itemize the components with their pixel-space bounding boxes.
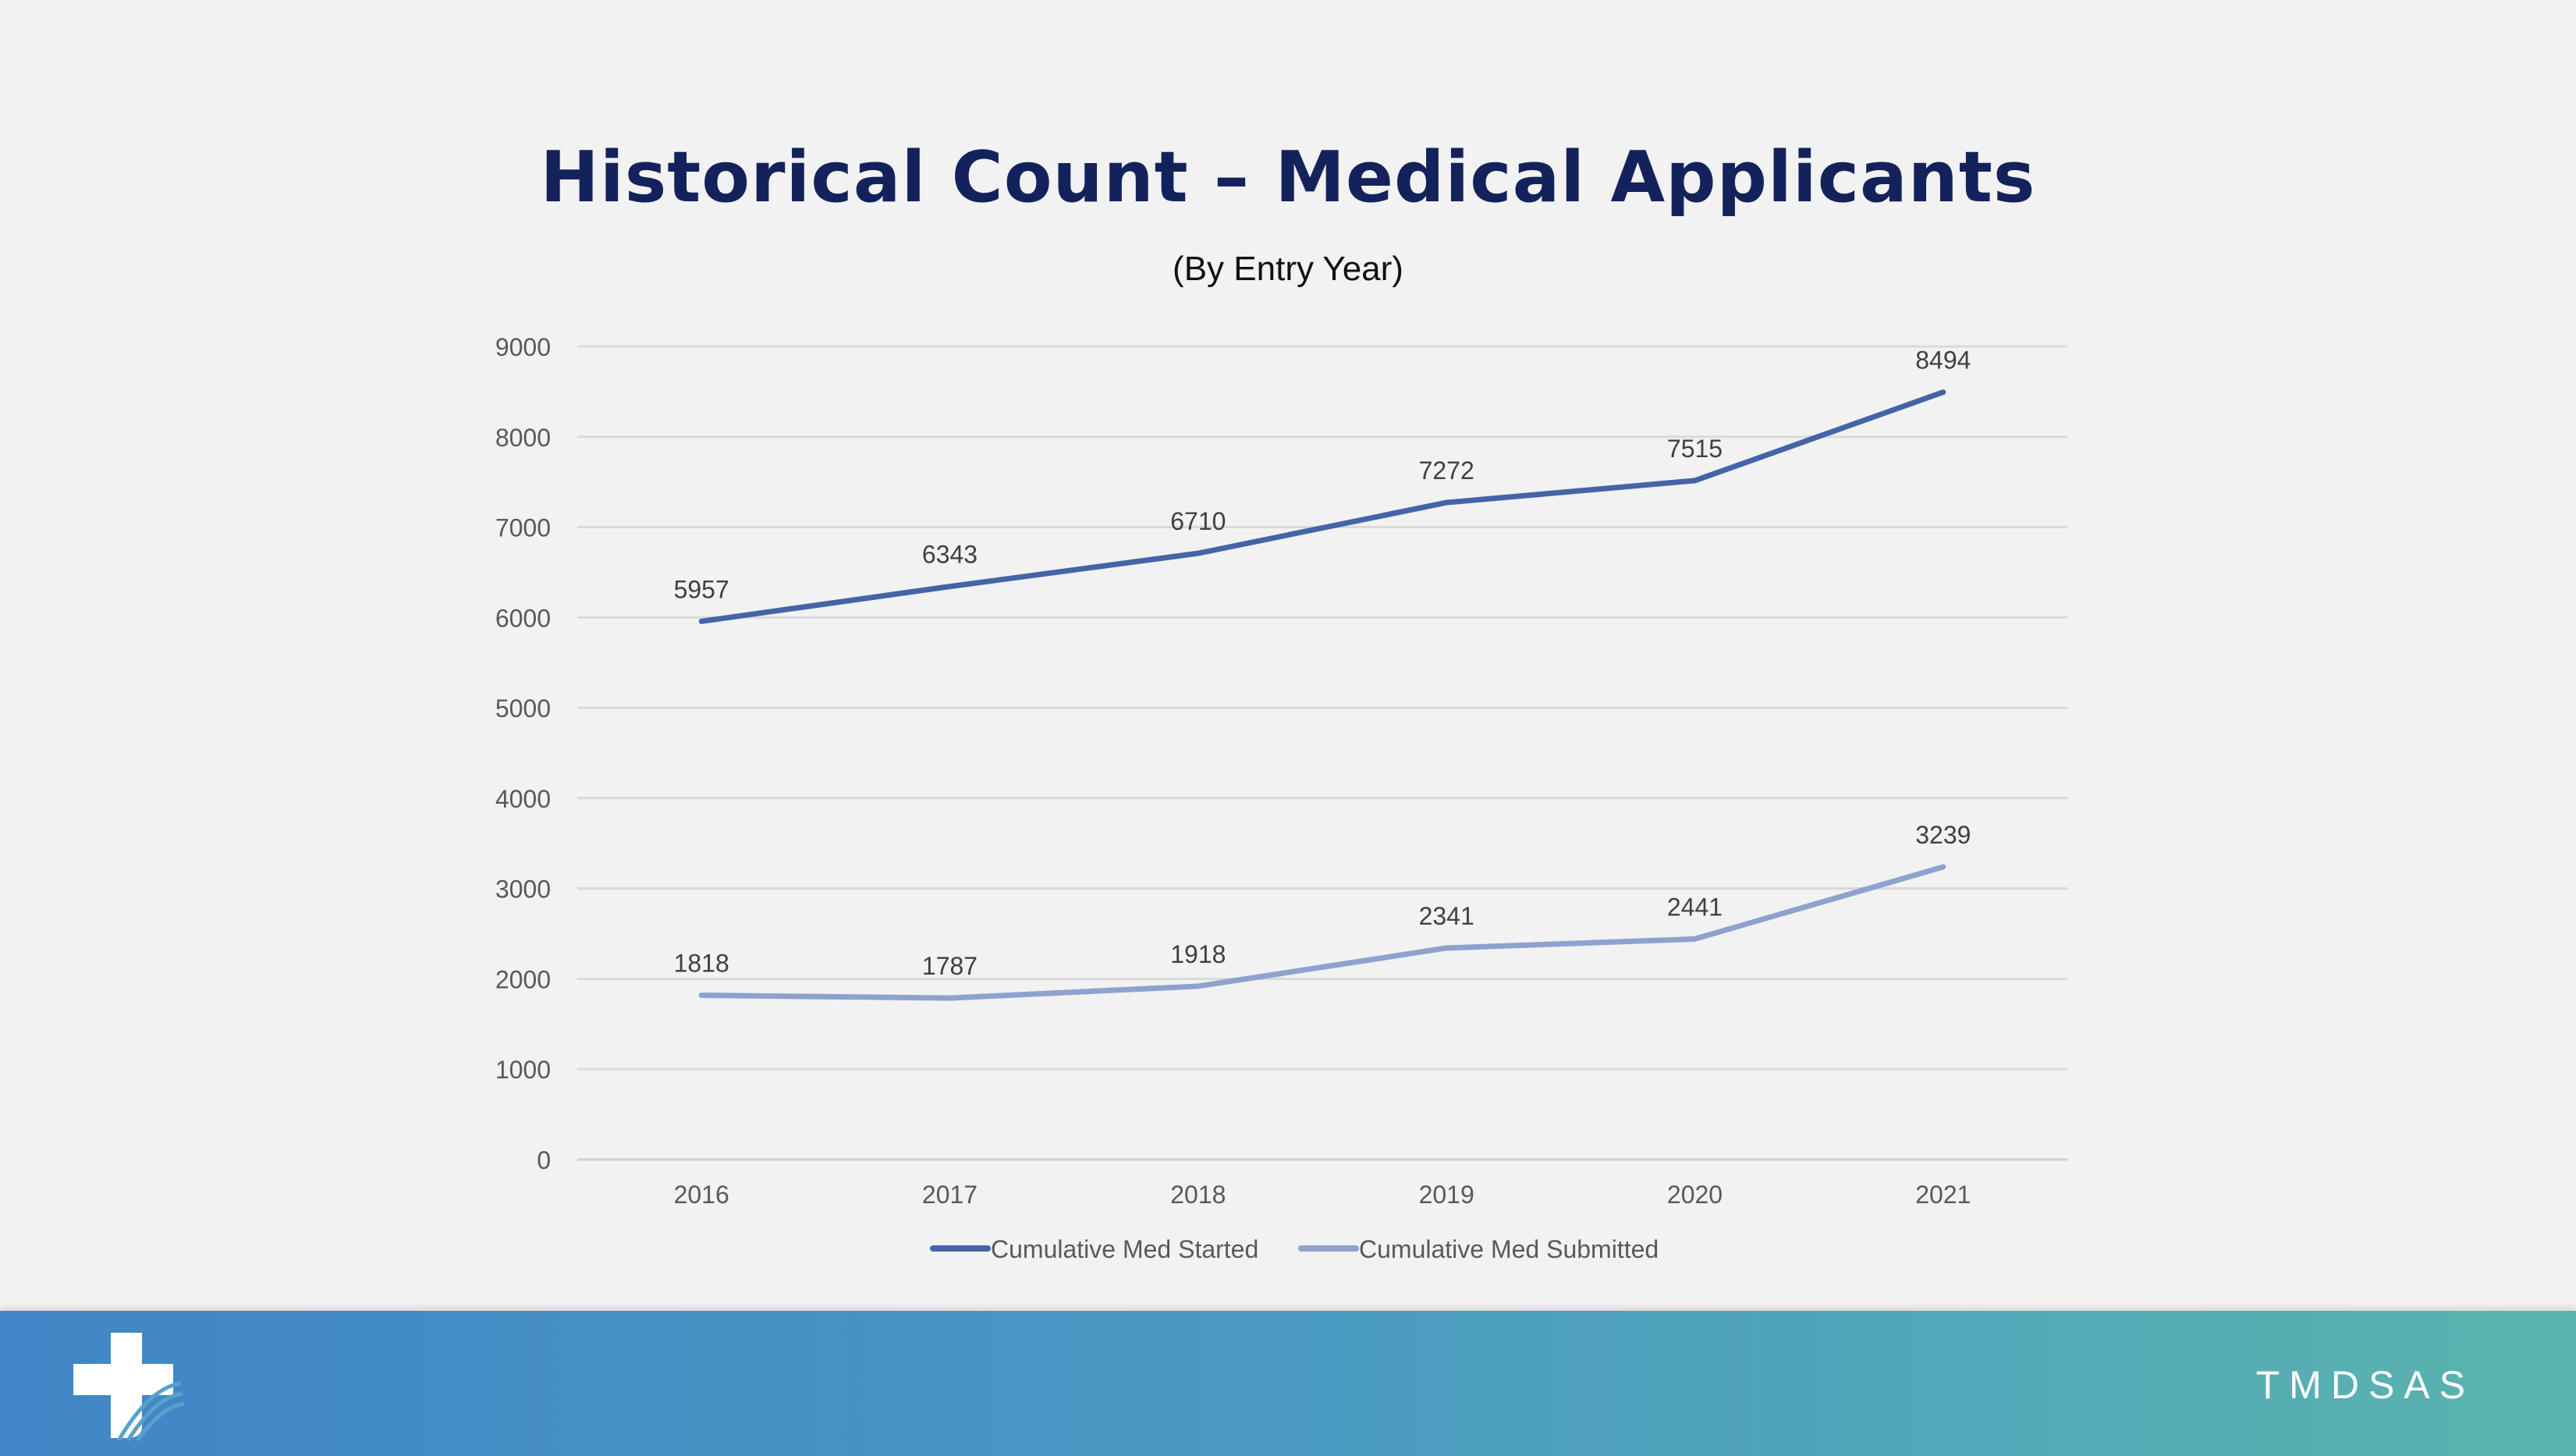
- data-label: 1787: [922, 952, 978, 980]
- y-tick-label: 4000: [495, 785, 551, 813]
- y-tick-label: 9000: [495, 333, 551, 361]
- data-label: 1818: [674, 950, 729, 978]
- y-tick-label: 5000: [495, 694, 551, 723]
- series-line-started: [698, 389, 1946, 624]
- data-label: 1918: [1170, 940, 1226, 968]
- x-tick-label: 2018: [1170, 1181, 1226, 1209]
- data-label: 3239: [1915, 821, 1971, 849]
- data-label: 7515: [1667, 435, 1723, 463]
- y-tick-label: 7000: [495, 514, 551, 542]
- x-tick-label: 2016: [674, 1181, 729, 1209]
- data-label: 6343: [922, 541, 978, 569]
- y-tick-label: 2000: [495, 965, 551, 993]
- data-label: 5957: [674, 575, 729, 603]
- x-tick-label: 2019: [1419, 1181, 1474, 1209]
- footer-bar: TMDSAS: [0, 1311, 2576, 1456]
- data-label: 2341: [1419, 902, 1474, 930]
- legend-label: Cumulative Med Started: [991, 1235, 1258, 1263]
- y-tick-label: 1000: [495, 1056, 551, 1084]
- x-tick-label: 2017: [922, 1181, 978, 1209]
- data-label: 7272: [1419, 456, 1474, 485]
- page-title: Historical Count – Medical Applicants: [540, 137, 2036, 218]
- x-tick-label: 2020: [1667, 1181, 1723, 1209]
- data-label: 8494: [1915, 346, 1971, 375]
- series-line-submitted: [698, 864, 1946, 1001]
- x-tick-label: 2021: [1915, 1181, 1971, 1209]
- y-tick-label: 3000: [495, 875, 551, 904]
- medical-cross-logo-icon: [73, 1333, 185, 1442]
- data-label: 2441: [1667, 893, 1723, 921]
- data-label: 6710: [1170, 507, 1226, 535]
- page-subtitle: (By Entry Year): [1173, 250, 1403, 288]
- line-chart: 0 1000 2000 3000 4000 5000 6000 7000 8000 9000 201…: [495, 333, 2067, 1263]
- legend-label: Cumulative Med Submitted: [1359, 1235, 1659, 1263]
- y-tick-label: 8000: [495, 424, 551, 452]
- brand-name: TMDSAS: [2255, 1363, 2475, 1407]
- y-tick-label: 0: [537, 1146, 551, 1174]
- y-tick-label: 6000: [495, 604, 551, 632]
